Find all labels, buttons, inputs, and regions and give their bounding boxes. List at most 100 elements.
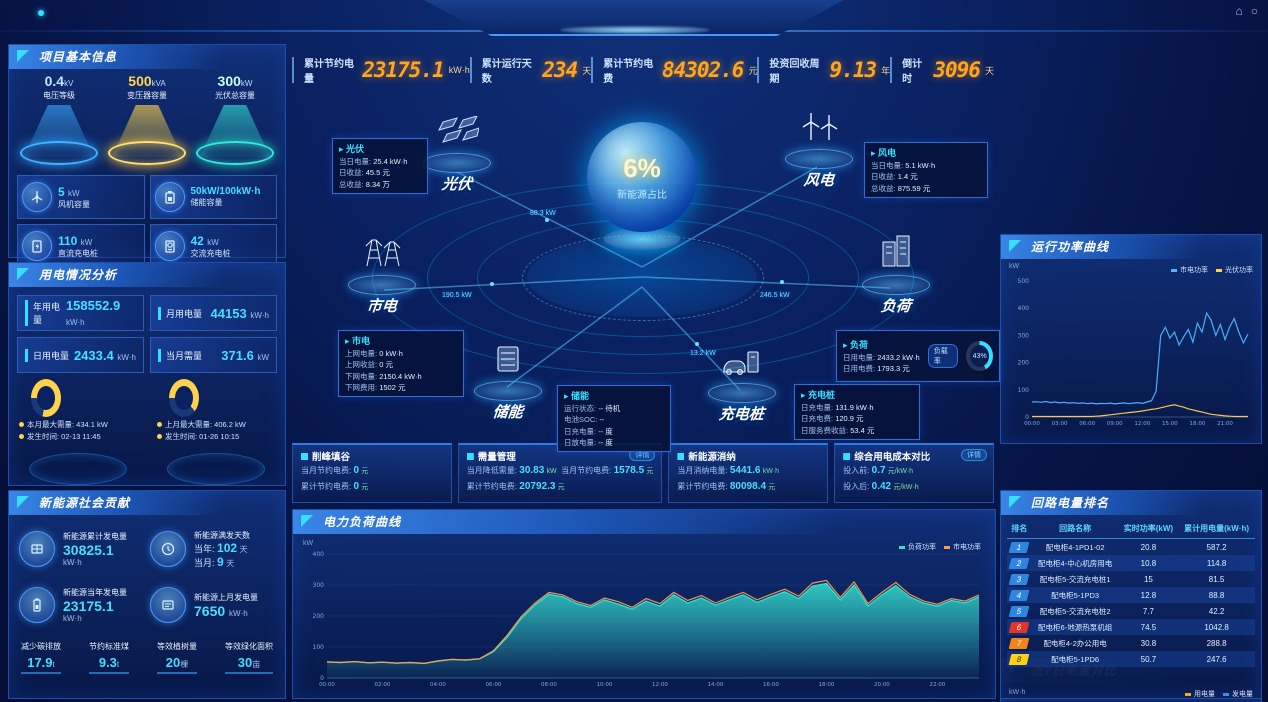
circuit-name: 配电柜5-1PD6	[1051, 654, 1100, 664]
node-platform	[785, 149, 853, 169]
flow-spokes	[383, 166, 891, 391]
cone-pv-capacity: 300kW 光伏总容量	[193, 73, 277, 169]
ratio-value: 6%	[623, 153, 661, 183]
home-icon[interactable]: ⌂	[1235, 4, 1243, 18]
svg-text:400: 400	[313, 551, 325, 558]
ranking-table: 排名 回路名称 实时功率(kW) 累计用电量(kW·h) 1 配电柜4-1PD1-…	[1007, 519, 1255, 667]
legend-item[interactable]: 负荷功率	[899, 542, 936, 552]
svg-text:09:00: 09:00	[1107, 421, 1123, 427]
status-dot	[38, 10, 44, 16]
panel-circuit-ranking: 回路电量排名 排名 回路名称 实时功率(kW) 累计用电量(kW·h) 1 配电柜…	[1000, 490, 1262, 699]
panel-power-curve: 运行功率曲线 市电功率 光伏功率 kW 0 100 200 300 400 500 00:0…	[1000, 234, 1262, 444]
glow-base	[196, 141, 274, 165]
legend-item[interactable]: 光伏功率	[1216, 265, 1253, 275]
node-load[interactable]: 负荷	[848, 234, 944, 316]
table-row[interactable]: 5 配电柜5-交流充电桩2 7.7 42.2	[1007, 603, 1255, 619]
node-charger[interactable]: 充电桩	[692, 348, 792, 424]
cone-transformer: 500kVA 变压器容量	[105, 73, 189, 169]
svg-text:14:00: 14:00	[707, 682, 723, 688]
svg-text:400: 400	[1018, 305, 1030, 312]
svg-text:00:00: 00:00	[1024, 421, 1040, 427]
panel-title: 新能源社会贡献	[9, 491, 285, 515]
stat-day-energy: 日用电量 2433.4 kW·h	[17, 337, 144, 373]
total-energy: 88.8	[1208, 590, 1225, 600]
legend-item[interactable]: 市电功率	[944, 542, 981, 552]
node-platform	[348, 275, 416, 295]
capacity-cones: 0.4kV 电压等级 500kVA 变压器容量 300kW 光伏总容量	[9, 69, 285, 169]
ratio-label: 新能源占比	[617, 190, 667, 201]
circuit-name: 配电柜5-交流充电桩1	[1039, 574, 1111, 584]
building-icon	[882, 235, 910, 267]
benefit-boxes-row: 削峰填谷 当月节约电费: 0 元 累计节约电费: 0 元 需量管理 详情 当月降…	[292, 443, 994, 503]
node-label: 储能	[491, 404, 524, 421]
svg-text:18:00: 18:00	[818, 682, 834, 688]
legend-item[interactable]: 用电量	[1185, 689, 1215, 699]
item-total-generation: 新能源累计发电量 30825.1 kW·h	[19, 523, 144, 575]
table-row[interactable]: 2 配电柜4-中心机房用电 10.8 114.8	[1007, 555, 1255, 571]
node-wind[interactable]: 风电	[774, 110, 864, 190]
node-label: 市电	[365, 298, 398, 315]
ev-charger-icon	[723, 351, 759, 375]
stat-month-energy: 月用电量 44153 kW·h	[150, 295, 277, 331]
rank-cell: 4	[1007, 587, 1032, 603]
total-energy: 81.5	[1208, 574, 1225, 584]
legend-item[interactable]: 市电功率	[1171, 265, 1208, 275]
node-pv[interactable]: 光伏	[412, 115, 502, 194]
realtime-power: 15	[1143, 574, 1153, 584]
realtime-power: 20.8	[1140, 542, 1157, 552]
circle-icon[interactable]: ○	[1250, 4, 1258, 18]
stat-year-energy: 年用电量 158552.9 kW·h	[17, 295, 144, 331]
panel-load-curve: 电力负荷曲线 负荷功率 市电功率 kW 0 100 200 300 400 00:00 02…	[292, 509, 996, 699]
node-storage[interactable]: 储能	[460, 344, 556, 422]
kpi-unit: 天	[582, 65, 592, 76]
flow-power-label: 88.3 kW	[530, 210, 556, 217]
node-label: 充电桩	[718, 406, 766, 423]
svg-text:20:00: 20:00	[874, 682, 890, 688]
kpi-label: 倒计时	[902, 59, 923, 85]
flow-power-label: 190.5 kW	[442, 292, 472, 299]
node-platform	[862, 275, 930, 295]
item-last-month-generation: 新能源上月发电量 7650 kW·h	[150, 579, 275, 631]
power-curve-chart: 0 100 200 300 400 500 00:00 03:00 06:00 09:00 12:0…	[1018, 278, 1249, 427]
top-center-glow	[560, 26, 710, 34]
node-platform	[423, 153, 491, 173]
node-label: 风电	[802, 172, 835, 189]
node-label: 负荷	[879, 298, 912, 315]
table-row[interactable]: 6 配电柜6-地源热泵机组 74.5 1042.8	[1007, 619, 1255, 635]
details-badge[interactable]: 详情	[960, 449, 987, 461]
clock-icon	[150, 531, 186, 567]
col-rank: 排名	[1007, 519, 1032, 539]
total-energy: 587.2	[1206, 542, 1227, 552]
rank-badge: 3	[1008, 573, 1030, 585]
table-row[interactable]: 8 配电柜5-1PD6 50.7 247.6	[1007, 651, 1255, 667]
metric-co2: 减少碳排放 17.9t	[21, 641, 61, 674]
infobox-wind: 风电 当日电量: 5.1 kW·h 日收益: 1.4 元 总收益: 875.59…	[864, 142, 988, 198]
kpi-saved-energy: 累计节约电量 23175.1 kW·h	[292, 57, 470, 85]
svg-text:22:00: 22:00	[929, 682, 945, 688]
rank-badge: 6	[1008, 621, 1030, 633]
table-row[interactable]: 4 配电柜5-1PD3 12.8 88.8	[1007, 587, 1255, 603]
svg-text:00:00: 00:00	[319, 682, 335, 688]
demand-gauge-last-month: 上月最大需量: 406.2 kW 发生时间: 01-26 10:15	[157, 379, 275, 485]
rank-badge: 2	[1008, 557, 1030, 569]
item-full-gen-days: 新能源满发天数 当年: 102 天 当月: 9 天	[150, 523, 275, 575]
panel-corner-icon	[17, 268, 29, 280]
donut-gauge	[169, 379, 199, 417]
svg-text:21:00: 21:00	[1217, 421, 1233, 427]
demand-gauge-current-month: 本月最大需量: 434.1 kW 发生时间: 02-13 11:45	[19, 379, 137, 485]
metric-coal: 节约标准煤 9.3t	[89, 641, 129, 674]
legend-item[interactable]: 发电量	[1223, 689, 1253, 699]
glow-base	[108, 141, 186, 165]
table-row[interactable]: 1 配电柜4-1PD1-02 20.8 587.2	[1007, 539, 1255, 556]
table-row[interactable]: 3 配电柜5-交流充电桩1 15 81.5	[1007, 571, 1255, 587]
kpi-label: 累计节约电费	[603, 59, 654, 85]
svg-text:100: 100	[313, 644, 325, 651]
table-row[interactable]: 7 配电柜4-2办公用电 30.8 288.8	[1007, 635, 1255, 651]
meter-icon	[150, 587, 186, 623]
decorative-ellipse	[29, 453, 127, 485]
kpi-value: 3096	[933, 58, 981, 82]
rank-cell: 3	[1007, 571, 1032, 587]
kpi-running-days: 累计运行天数 234 天	[469, 57, 592, 85]
circuit-name: 配电柜6-地源热泵机组	[1038, 622, 1113, 632]
node-grid[interactable]: 市电	[334, 234, 430, 316]
